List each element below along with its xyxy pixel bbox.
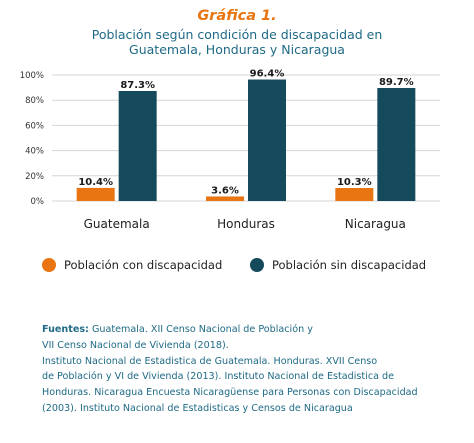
- y-tick-label-60: 60%: [25, 121, 44, 131]
- y-tick-label-0: 0%: [31, 197, 45, 207]
- y-tick-label-20: 20%: [25, 172, 44, 182]
- legend-label-con-discapacidad: Población con discapacidad: [64, 258, 223, 272]
- bar-honduras-con: [206, 196, 244, 201]
- sources-text-1: Guatemala. XII Censo Nacional de Poblaci…: [88, 324, 313, 335]
- bar-guatemala-con: [76, 187, 115, 201]
- chart-title: Gráfica 1.: [197, 8, 277, 24]
- bar-chart: 0% 20% 40% 60% 80% 100% 10.4% 87.3% Guatemala 3.6…: [20, 69, 440, 231]
- x-tick-label-guatemala: Guatemala: [84, 217, 150, 231]
- sources-label: Fuentes:: [42, 324, 89, 335]
- data-label-guatemala-con: 10.4%: [78, 177, 113, 188]
- legend-swatch-orange: [42, 258, 56, 272]
- sources-line-1: Fuentes: Guatemala. XII Censo Nacional d…: [42, 322, 472, 338]
- sources-line-2: VII Censo Nacional de Vivienda (2018).: [42, 339, 229, 351]
- bar-honduras-sin: [248, 79, 286, 201]
- y-tick-label-40: 40%: [25, 147, 44, 157]
- data-label-honduras-sin: 96.4%: [250, 69, 285, 80]
- y-tick-label-80: 80%: [25, 96, 44, 106]
- legend-swatch-dark-teal: [250, 258, 264, 272]
- sources-line-6: (2003). Instituto Nacional de Estadistic…: [42, 402, 353, 414]
- sources-note: Fuentes: Guatemala. XII Censo Nacional d…: [42, 322, 472, 417]
- data-label-nicaragua-con: 10.3%: [337, 177, 372, 188]
- legend-item-con-discapacidad: Población con discapacidad: [42, 257, 222, 273]
- data-label-honduras-con: 3.6%: [211, 185, 239, 196]
- chart-subtitle-line-2: Guatemala, Honduras y Nicaragua: [129, 42, 345, 57]
- bar-nicaragua-sin: [377, 87, 416, 201]
- legend-item-sin-discapacidad: Población sin discapacidad: [250, 257, 426, 273]
- sources-line-3: Instituto Nacional de Estadistica de Gua…: [42, 355, 378, 367]
- x-tick-label-honduras: Honduras: [217, 217, 275, 231]
- bar-nicaragua-con: [335, 188, 374, 201]
- y-tick-label-100: 100%: [20, 71, 44, 81]
- bar-guatemala-sin: [118, 91, 157, 201]
- x-tick-label-nicaragua: Nicaragua: [345, 217, 406, 231]
- data-label-guatemala-sin: 87.3%: [120, 80, 155, 91]
- sources-line-5: Honduras. Nicaragua Encuesta Nicaragüens…: [42, 387, 418, 399]
- data-label-nicaragua-sin: 89.7%: [379, 77, 414, 88]
- chart-subtitle-line-1: Población según condición de discapacida…: [91, 27, 383, 42]
- legend-label-sin-discapacidad: Población sin discapacidad: [272, 258, 427, 272]
- sources-line-4: de Población y VI de Vivienda (2013). In…: [42, 371, 395, 383]
